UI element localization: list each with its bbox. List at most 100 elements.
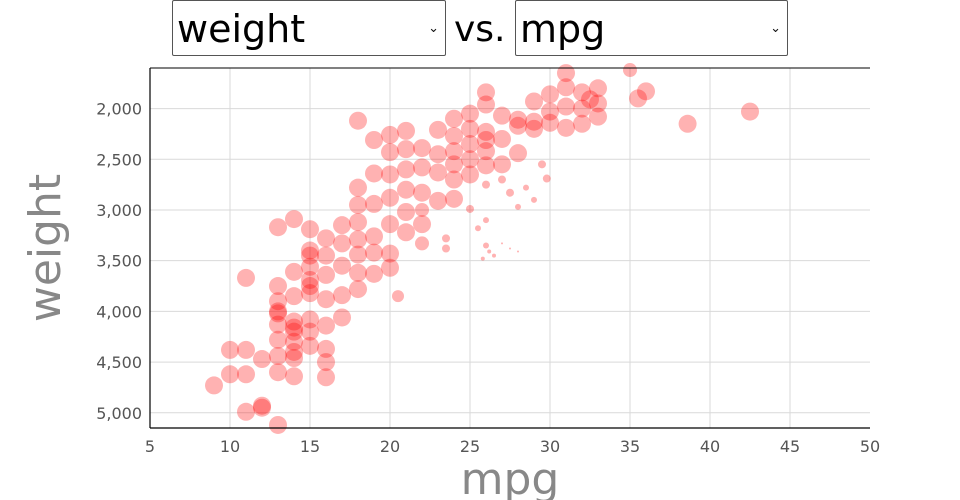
data-point — [301, 322, 319, 341]
data-point — [413, 183, 431, 202]
data-point — [466, 204, 474, 213]
data-point — [317, 290, 335, 309]
data-point — [397, 140, 415, 159]
data-point — [269, 302, 287, 321]
axes — [149, 67, 870, 429]
data-point — [493, 106, 511, 125]
data-point — [541, 85, 559, 104]
data-point — [285, 287, 303, 306]
data-point — [285, 349, 303, 368]
data-point — [483, 217, 489, 224]
data-point — [461, 150, 479, 169]
data-point — [237, 268, 255, 287]
data-point — [413, 215, 431, 234]
data-point — [442, 234, 450, 243]
y-variable-select[interactable]: weight ⌄ — [172, 0, 446, 56]
x-tick-label: 10 — [220, 437, 240, 456]
data-point — [333, 286, 351, 305]
data-point — [392, 290, 404, 303]
data-point — [285, 367, 303, 386]
y-tick-label: 5,000 — [96, 404, 142, 423]
x-tick-label: 25 — [460, 437, 480, 456]
y-tick-label: 4,000 — [96, 302, 142, 321]
data-point — [442, 244, 450, 253]
data-point — [525, 92, 543, 111]
data-point — [515, 203, 521, 210]
chevron-down-icon: ⌄ — [428, 21, 439, 36]
data-point — [541, 102, 559, 121]
data-point — [301, 284, 319, 303]
data-point — [445, 142, 463, 161]
data-point — [538, 160, 546, 169]
data-point — [253, 398, 271, 417]
data-point — [498, 175, 506, 184]
data-point — [413, 139, 431, 158]
data-point — [301, 257, 319, 276]
data-point — [333, 256, 351, 275]
x-axis-title: mpg — [461, 454, 560, 500]
data-point — [365, 194, 383, 213]
data-point — [381, 125, 399, 144]
data-point — [413, 158, 431, 177]
data-point — [269, 347, 287, 365]
data-point — [285, 210, 303, 229]
data-point — [269, 363, 287, 382]
data-point — [349, 245, 367, 264]
data-point — [482, 180, 490, 189]
data-point — [523, 184, 529, 191]
data-point — [445, 155, 463, 174]
x-tick-label: 5 — [145, 437, 155, 456]
data-point — [477, 142, 495, 161]
data-point — [557, 78, 575, 97]
x-tick-label: 40 — [700, 437, 720, 456]
chevron-down-icon: ⌄ — [770, 21, 781, 36]
data-point — [301, 310, 319, 329]
data-point — [365, 227, 383, 246]
data-point — [589, 107, 607, 126]
data-point — [333, 308, 351, 327]
data-point — [301, 277, 319, 296]
x-variable-select[interactable]: mpg ⌄ — [515, 0, 788, 56]
data-point — [349, 230, 367, 249]
data-point — [269, 304, 287, 323]
data-point — [741, 102, 759, 121]
data-point — [333, 216, 351, 235]
data-point — [381, 165, 399, 184]
data-point — [237, 365, 255, 384]
data-point — [317, 265, 335, 284]
data-point — [381, 143, 399, 162]
data-point — [475, 225, 481, 232]
data-point — [506, 188, 514, 197]
data-point — [445, 189, 463, 208]
data-point — [477, 122, 495, 141]
data-point — [461, 135, 479, 154]
data-point — [509, 110, 527, 129]
data-point — [349, 280, 367, 299]
data-point — [365, 243, 383, 262]
data-point — [509, 247, 511, 250]
tick-labels: 5 10 15 20 25 30 35 40 45 50 2,000 2,500 3,000 3,500 4… — [96, 100, 880, 456]
x-tick-label: 15 — [300, 437, 320, 456]
data-point — [317, 246, 335, 265]
data-point — [317, 316, 335, 335]
data-point — [221, 340, 239, 359]
data-point — [381, 258, 399, 277]
data-point — [637, 82, 655, 101]
data-point — [205, 376, 223, 395]
data-point — [541, 113, 559, 132]
data-point — [381, 188, 399, 207]
data-point — [285, 332, 303, 351]
data-point — [517, 250, 519, 253]
data-point — [461, 165, 479, 184]
data-point — [349, 195, 367, 214]
data-point — [397, 180, 415, 199]
data-point — [445, 109, 463, 128]
data-point — [285, 318, 303, 337]
data-point — [269, 218, 287, 237]
data-point — [589, 94, 607, 113]
x-tick-label: 50 — [860, 437, 880, 456]
data-point — [623, 63, 637, 78]
data-point — [477, 156, 495, 175]
data-point — [317, 339, 335, 358]
data-point — [629, 89, 647, 108]
